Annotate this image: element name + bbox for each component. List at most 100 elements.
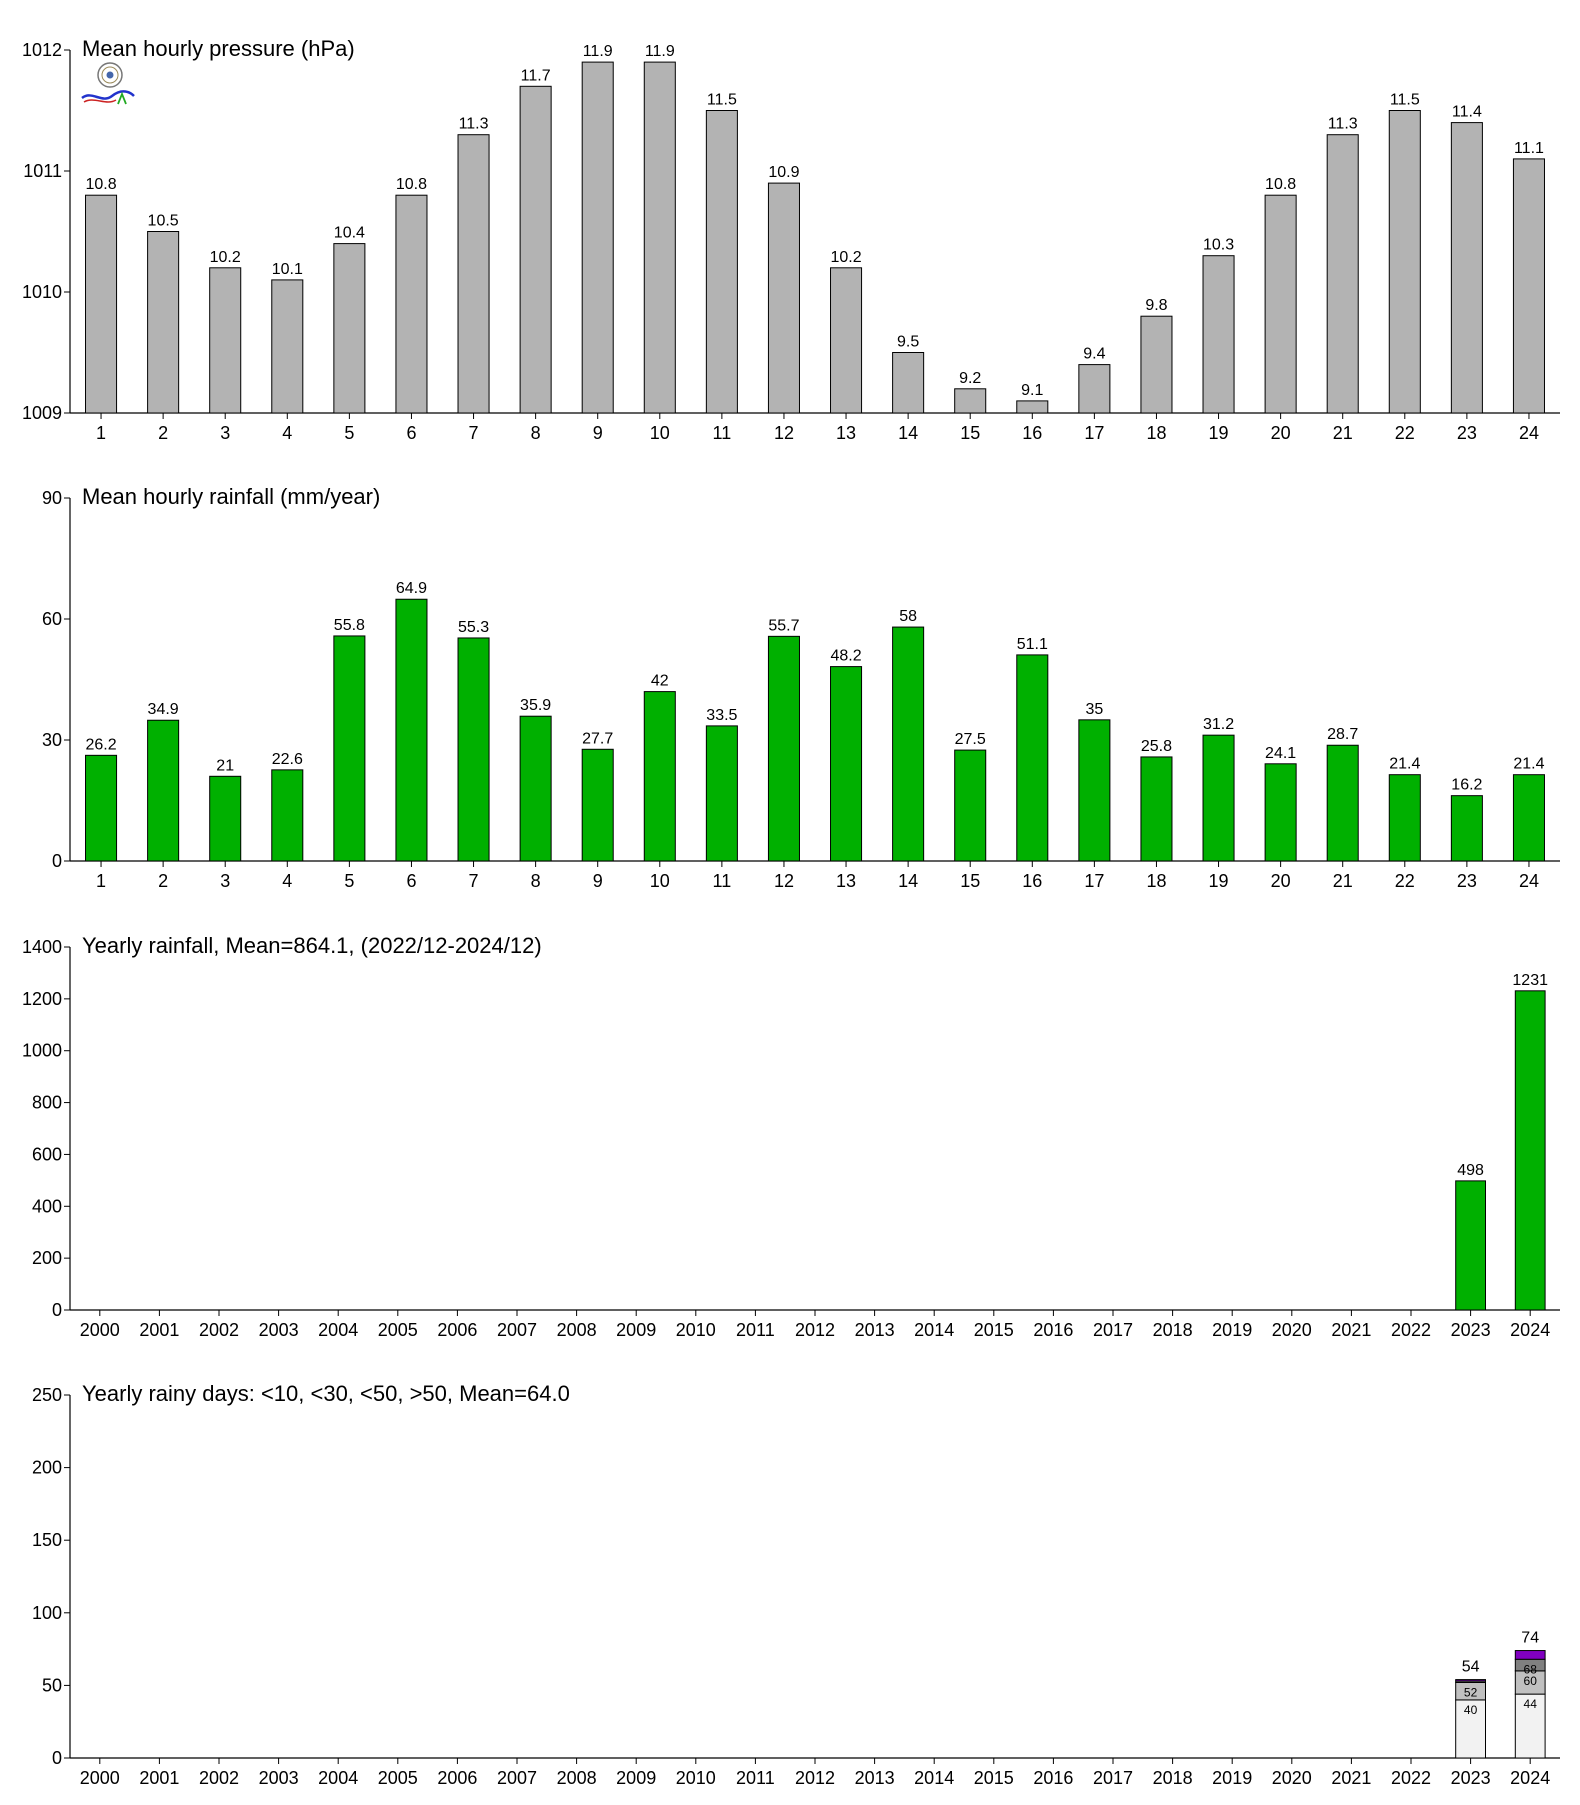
x-tick-label: 2002 [199, 1320, 239, 1340]
bar [457, 637, 490, 862]
x-tick-label: 17 [1084, 423, 1104, 443]
bar [1512, 774, 1545, 862]
x-tick-label: 2024 [1510, 1320, 1550, 1340]
bar-value-label: 10.3 [1203, 237, 1234, 254]
x-tick-label: 23 [1457, 423, 1477, 443]
x-tick-label: 2007 [497, 1768, 537, 1788]
bar-value-label: 10.9 [768, 164, 799, 181]
bar-value-label: 9.4 [1083, 346, 1105, 363]
x-tick-label: 2022 [1391, 1320, 1431, 1340]
bar-value-label: 11.5 [707, 92, 737, 109]
bar [643, 61, 676, 414]
bar [519, 715, 552, 862]
bar [333, 635, 366, 862]
bar [1450, 122, 1483, 414]
bar-value-label: 9.2 [959, 370, 981, 387]
stack-segment-label: 60 [1524, 1674, 1538, 1688]
x-tick-label: 2015 [974, 1768, 1014, 1788]
x-tick-label: 2010 [676, 1320, 716, 1340]
x-tick-label: 2000 [80, 1320, 120, 1340]
y-tick-label: 150 [32, 1530, 62, 1550]
bar [147, 231, 180, 414]
x-tick-label: 2010 [676, 1768, 716, 1788]
bar-value-label: 27.5 [955, 731, 986, 748]
bar-value-label: 22.6 [272, 751, 303, 768]
x-tick-label: 2000 [80, 1768, 120, 1788]
stack-segment-label: 52 [1464, 1685, 1478, 1699]
bar [85, 194, 118, 414]
y-tick-label: 0 [52, 1300, 62, 1320]
x-tick-label: 21 [1333, 423, 1353, 443]
bar-value-label: 35 [1085, 701, 1103, 718]
bar [1512, 158, 1545, 414]
x-tick-label: 2013 [855, 1768, 895, 1788]
bar-value-label: 10.5 [148, 213, 179, 230]
stack-segment-label: 40 [1464, 1703, 1478, 1717]
bar [643, 691, 676, 862]
x-tick-label: 2004 [318, 1768, 358, 1788]
x-tick-label: 2005 [378, 1768, 418, 1788]
y-tick-label: 1000 [22, 1041, 62, 1061]
bar-value-label: 42 [651, 673, 669, 690]
x-tick-label: 19 [1209, 423, 1229, 443]
x-tick-label: 4 [282, 423, 292, 443]
bar [892, 352, 925, 414]
x-tick-label: 5 [344, 423, 354, 443]
x-tick-label: 1 [96, 871, 106, 891]
stack-total-label: 54 [1462, 1659, 1480, 1676]
bar-value-label: 51.1 [1017, 636, 1048, 653]
bar-value-label: 55.8 [334, 617, 365, 634]
x-tick-label: 11 [713, 871, 732, 891]
x-tick-label: 20 [1271, 871, 1291, 891]
bar-value-label: 10.1 [272, 261, 303, 278]
y-tick-label: 200 [32, 1458, 62, 1478]
bar-value-label: 24.1 [1265, 745, 1296, 762]
x-tick-label: 19 [1209, 871, 1229, 891]
x-tick-label: 2008 [557, 1320, 597, 1340]
x-tick-label: 2020 [1272, 1320, 1312, 1340]
bar-value-label: 11.1 [1514, 140, 1544, 157]
x-tick-label: 2021 [1331, 1768, 1371, 1788]
bar-value-label: 11.4 [1452, 104, 1482, 121]
bar-value-label: 9.1 [1021, 382, 1043, 399]
y-tick-label: 0 [52, 1748, 62, 1768]
y-tick-label: 0 [52, 851, 62, 871]
x-tick-label: 2012 [795, 1768, 835, 1788]
y-tick-label: 30 [42, 730, 62, 750]
bar-value-label: 26.2 [85, 736, 116, 753]
x-tick-label: 16 [1022, 423, 1042, 443]
bar-value-label: 33.5 [706, 707, 737, 724]
x-tick-label: 18 [1146, 871, 1166, 891]
x-tick-label: 2017 [1093, 1768, 1133, 1788]
x-tick-label: 2003 [259, 1768, 299, 1788]
bar [1016, 400, 1049, 414]
bar-value-label: 10.8 [1265, 176, 1296, 193]
bar-value-label: 48.2 [830, 648, 861, 665]
bar-value-label: 498 [1457, 1162, 1484, 1179]
x-tick-label: 2008 [557, 1768, 597, 1788]
stack-segment [1514, 1650, 1546, 1660]
x-tick-label: 3 [220, 423, 230, 443]
x-tick-label: 2017 [1093, 1320, 1133, 1340]
bar-value-label: 9.8 [1145, 297, 1167, 314]
x-tick-label: 6 [406, 423, 416, 443]
bar [581, 61, 614, 414]
bar-value-label: 10.2 [830, 249, 861, 266]
bar [1326, 744, 1359, 862]
bar-value-label: 11.3 [459, 116, 489, 133]
x-tick-label: 2001 [139, 1320, 179, 1340]
x-tick-label: 13 [836, 423, 856, 443]
bar [1326, 134, 1359, 414]
x-tick-label: 2019 [1212, 1768, 1252, 1788]
x-tick-label: 5 [344, 871, 354, 891]
x-tick-label: 2012 [795, 1320, 835, 1340]
bar-value-label: 28.7 [1327, 726, 1358, 743]
y-tick-label: 1009 [22, 403, 62, 423]
x-tick-label: 7 [469, 871, 479, 891]
x-tick-label: 2024 [1510, 1768, 1550, 1788]
bar [892, 626, 925, 862]
x-tick-label: 2011 [736, 1320, 775, 1340]
x-tick-label: 9 [593, 871, 603, 891]
